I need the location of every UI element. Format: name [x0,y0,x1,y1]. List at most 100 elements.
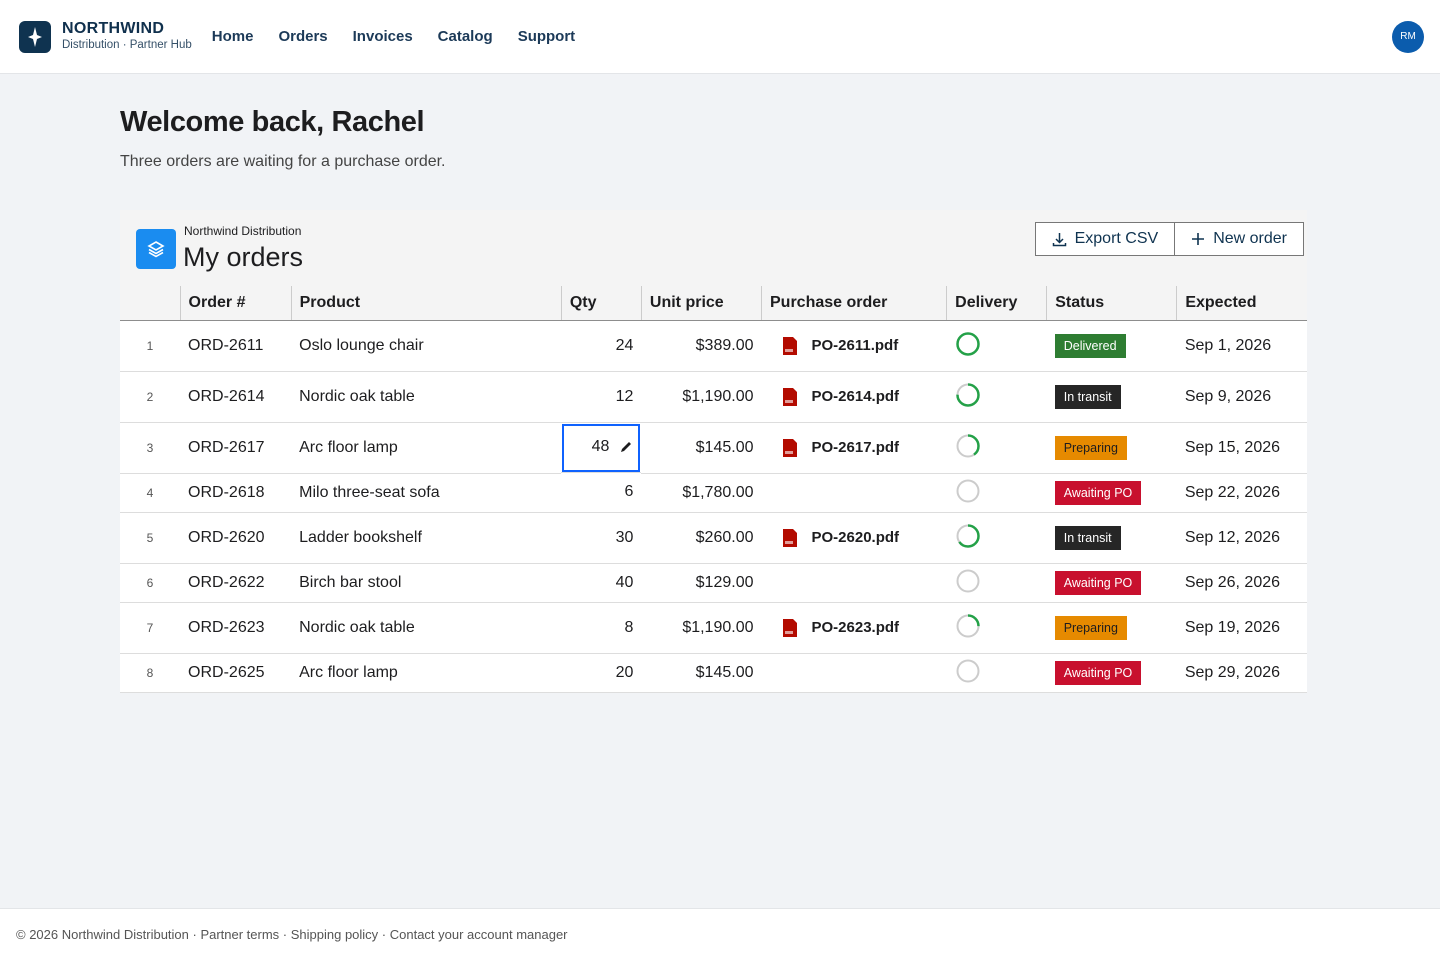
status: Delivered [1046,320,1177,372]
product: Birch bar stool [291,563,562,603]
unit-price: $389.00 [641,320,762,372]
nav-link[interactable]: Home [211,28,254,45]
expected-date: Sep 1, 2026 [1176,320,1307,372]
po-link[interactable]: PO-2614.pdf [770,387,939,406]
po-link[interactable]: PO-2611.pdf [770,336,939,355]
status-badge: Awaiting PO [1054,480,1142,505]
ring-progress [955,613,980,638]
edit-icon [621,442,632,452]
column-header: Purchase order [760,286,947,321]
pdf-icon [782,387,797,406]
order-id: ORD-2618 [180,473,292,513]
nav-link[interactable]: Catalog [437,28,493,45]
order-row: 5 ORD-2620 Ladder bookshelf 30 $260.00 PO-262… [120,512,1307,564]
expected-date: Sep 12, 2026 [1176,512,1307,564]
top-bar: NORTHWIND Distribution · Partner Hub Home… [0,0,1440,74]
delivery [946,563,1047,603]
row-number: 8 [120,653,181,693]
product: Oslo lounge chair [291,320,562,372]
unit-price: $1,190.00 [641,602,762,654]
purchase-order: PO-2614.pdf [761,371,947,423]
ring-progress [955,382,980,407]
column-header: Delivery [946,286,1047,321]
nav-link[interactable]: Invoices [352,28,413,45]
status: Preparing [1046,602,1177,654]
expected-date: Sep 29, 2026 [1176,653,1307,693]
expected-date: Sep 22, 2026 [1176,473,1307,513]
ring-track [956,569,980,592]
logo [19,20,51,53]
delivery-ring [955,433,980,458]
po-name: PO-2623.pdf [811,619,900,636]
status-badge: Preparing [1054,435,1127,460]
export-button[interactable]: Export CSV [1034,222,1176,256]
welcome-subtitle: Three orders are waiting for a purchase … [120,153,446,170]
column-header: Status [1046,286,1177,321]
order-id: ORD-2623 [180,602,292,654]
pdf-page [782,336,797,355]
status: Awaiting PO [1046,563,1177,603]
delivery-ring [955,568,980,593]
status-badge: Delivered [1054,333,1126,358]
avatar[interactable]: RM [1392,20,1424,53]
po-name: PO-2620.pdf [811,529,900,546]
order-row: 1 ORD-2611 Oslo lounge chair 24 $389.00 PO-26… [120,320,1307,372]
panel-title: My orders [183,242,304,272]
pdf-tag [784,399,793,403]
delivery [946,653,1047,693]
qty: 20 [561,653,642,693]
brand-tagline: Distribution · Partner Hub [62,39,192,52]
pdf-tag [784,348,793,352]
order-id: ORD-2614 [180,371,292,423]
pencil [621,442,632,452]
order-row: 3 ORD-2617 Arc floor lamp 48 $145.00 PO-2617.… [120,422,1307,474]
qty: 12 [561,371,642,423]
status: Awaiting PO [1046,653,1177,693]
unit-price: $260.00 [641,512,762,564]
panel-actions: Export CSV New order [1034,222,1304,256]
product: Nordic oak table [291,602,562,654]
purchase-order: PO-2611.pdf [761,320,947,372]
pdf-icon [782,438,797,457]
po-link[interactable]: PO-2623.pdf [770,618,939,637]
delivery-ring [955,523,980,548]
column-header: Unit price [640,286,762,321]
qty: 8 [561,602,642,654]
delivery [946,602,1047,654]
unit-price: $145.00 [641,653,762,693]
ring-track [956,479,980,502]
delivery-ring [955,658,980,683]
qty: 30 [561,512,642,564]
nav-link[interactable]: Support [517,28,576,45]
product: Arc floor lamp [291,653,562,693]
order-id: ORD-2617 [180,422,292,474]
qty: 24 [561,320,642,372]
pdf-tag [784,540,793,544]
pdf-icon [782,336,797,355]
delivery-ring [955,613,980,638]
row-number: 1 [120,320,181,372]
table-body: 1 ORD-2611 Oslo lounge chair 24 $389.00 PO-26… [120,320,1307,693]
status-badge: In transit [1054,384,1121,409]
qty: 6 [561,473,642,513]
main-nav: Home Orders Invoices Catalog Support [212,28,575,45]
po-name: PO-2614.pdf [811,388,900,405]
panel-header: Northwind Distribution My orders Export … [120,210,1307,286]
new-order-button[interactable]: New order [1175,222,1304,256]
status: In transit [1046,371,1177,423]
purchase-order: PO-2620.pdf [761,512,947,564]
table-header: Order # Product Qty Unit price Purchase orde… [120,286,1307,321]
po-link[interactable]: PO-2620.pdf [770,528,939,547]
product: Nordic oak table [291,371,562,423]
order-id: ORD-2622 [180,563,292,603]
row-number: 2 [120,371,181,423]
status-badge: In transit [1054,525,1121,550]
unit-price: $145.00 [641,422,762,474]
po-link[interactable]: PO-2617.pdf [770,438,939,457]
order-row: 7 ORD-2623 Nordic oak table 8 $1,190.00 PO-26… [120,602,1307,654]
nav-link[interactable]: Orders [278,28,328,45]
order-id: ORD-2625 [180,653,292,693]
order-row: 2 ORD-2614 Nordic oak table 12 $1,190.00 PO-2… [120,371,1307,423]
panel-icon [136,229,176,269]
